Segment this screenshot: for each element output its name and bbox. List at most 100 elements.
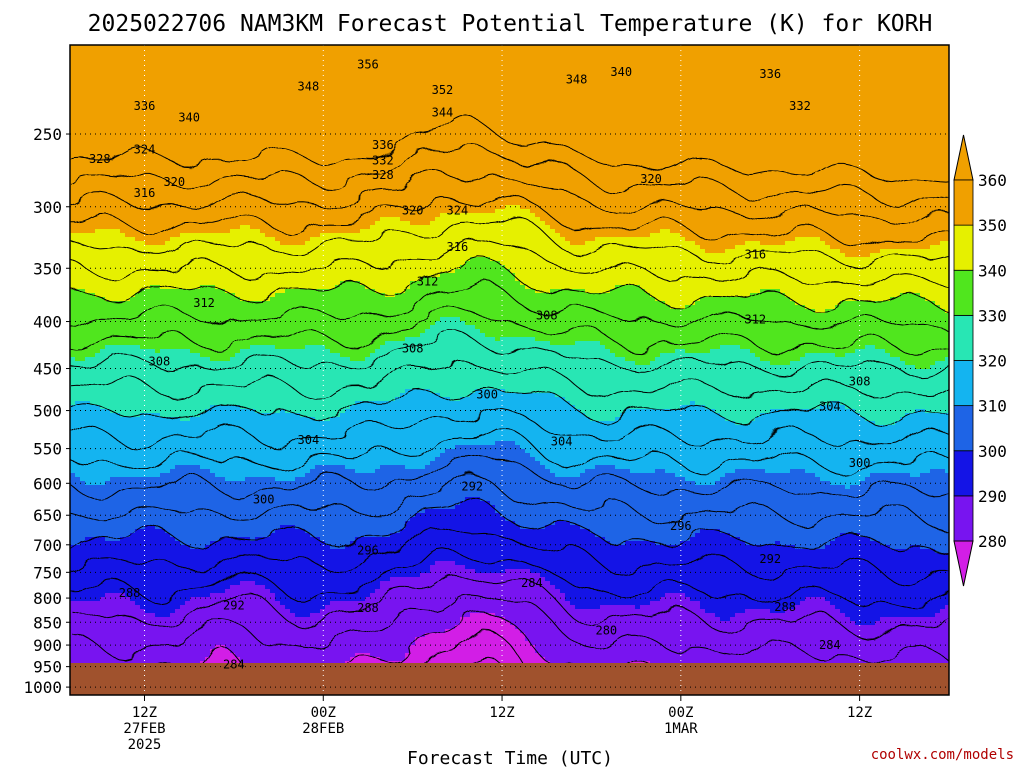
band-cell bbox=[350, 73, 356, 78]
band-cell bbox=[555, 65, 561, 70]
band-cell bbox=[235, 61, 241, 66]
band-cell bbox=[210, 153, 216, 158]
band-cell bbox=[820, 93, 826, 98]
band-cell bbox=[480, 89, 486, 94]
band-cell bbox=[740, 93, 746, 98]
band-cell bbox=[835, 73, 841, 78]
band-cell bbox=[270, 125, 276, 130]
band-cell bbox=[865, 49, 871, 54]
band-cell bbox=[860, 69, 866, 74]
band-cell bbox=[745, 97, 751, 102]
band-cell bbox=[740, 77, 746, 82]
band-cell bbox=[770, 129, 776, 134]
band-cell bbox=[465, 57, 471, 62]
band-cell bbox=[305, 113, 311, 118]
band-cell bbox=[480, 149, 486, 154]
band-cell bbox=[790, 81, 796, 86]
band-cell bbox=[100, 129, 106, 134]
band-cell bbox=[595, 97, 601, 102]
band-cell bbox=[715, 73, 721, 78]
band-cell bbox=[925, 61, 931, 66]
band-cell bbox=[190, 89, 196, 94]
band-cell bbox=[860, 137, 866, 142]
band-cell bbox=[750, 153, 756, 158]
band-cell bbox=[510, 149, 516, 154]
band-cell bbox=[755, 81, 761, 86]
band-cell bbox=[290, 113, 296, 118]
band-cell bbox=[880, 117, 886, 122]
band-cell bbox=[395, 117, 401, 122]
band-cell bbox=[735, 97, 741, 102]
band-cell bbox=[850, 65, 856, 70]
band-cell bbox=[240, 85, 246, 90]
band-cell bbox=[130, 125, 136, 130]
band-cell bbox=[515, 109, 521, 114]
band-cell bbox=[210, 89, 216, 94]
band-cell bbox=[650, 89, 656, 94]
band-cell bbox=[240, 101, 246, 106]
band-cell bbox=[255, 97, 261, 102]
band-cell bbox=[380, 77, 386, 82]
band-cell bbox=[835, 85, 841, 90]
band-cell bbox=[325, 77, 331, 82]
band-cell bbox=[130, 85, 136, 90]
band-cell bbox=[185, 65, 191, 70]
band-cell bbox=[580, 141, 586, 146]
band-cell bbox=[835, 141, 841, 146]
band-cell bbox=[150, 117, 156, 122]
band-cell bbox=[295, 57, 301, 62]
band-cell bbox=[160, 145, 166, 150]
band-cell bbox=[295, 97, 301, 102]
band-cell bbox=[135, 57, 141, 62]
band-cell bbox=[735, 113, 741, 118]
band-cell bbox=[925, 73, 931, 78]
band-cell bbox=[195, 105, 201, 110]
band-cell bbox=[285, 117, 291, 122]
band-cell bbox=[810, 145, 816, 150]
band-cell bbox=[840, 97, 846, 102]
band-cell bbox=[140, 49, 146, 54]
band-cell bbox=[850, 105, 856, 110]
band-cell bbox=[585, 57, 591, 62]
band-cell bbox=[645, 153, 651, 158]
band-cell bbox=[510, 69, 516, 74]
band-cell bbox=[535, 113, 541, 118]
band-cell bbox=[425, 109, 431, 114]
band-cell bbox=[420, 125, 426, 130]
band-cell bbox=[70, 125, 76, 130]
band-cell bbox=[465, 97, 471, 102]
band-cell bbox=[205, 117, 211, 122]
band-cell bbox=[805, 137, 811, 142]
band-cell bbox=[150, 113, 156, 118]
band-cell bbox=[380, 53, 386, 58]
band-cell bbox=[725, 109, 731, 114]
band-cell bbox=[745, 121, 751, 126]
band-cell bbox=[545, 117, 551, 122]
band-cell bbox=[280, 121, 286, 126]
band-cell bbox=[570, 129, 576, 134]
band-cell bbox=[845, 81, 851, 86]
band-cell bbox=[860, 145, 866, 150]
band-cell bbox=[890, 97, 896, 102]
band-cell bbox=[175, 105, 181, 110]
band-cell bbox=[565, 153, 571, 158]
band-cell bbox=[685, 69, 691, 74]
band-cell bbox=[595, 149, 601, 154]
band-cell bbox=[160, 125, 166, 130]
band-cell bbox=[865, 85, 871, 90]
band-cell bbox=[440, 61, 446, 66]
band-cell bbox=[175, 65, 181, 70]
band-cell bbox=[695, 149, 701, 154]
band-cell bbox=[915, 89, 921, 94]
band-cell bbox=[225, 113, 231, 118]
band-cell bbox=[390, 61, 396, 66]
band-cell bbox=[465, 89, 471, 94]
band-cell bbox=[120, 89, 126, 94]
band-cell bbox=[505, 49, 511, 54]
band-cell bbox=[590, 61, 596, 66]
band-cell bbox=[365, 109, 371, 114]
band-cell bbox=[160, 77, 166, 82]
band-cell bbox=[285, 137, 291, 142]
band-cell bbox=[755, 113, 761, 118]
band-cell bbox=[640, 121, 646, 126]
